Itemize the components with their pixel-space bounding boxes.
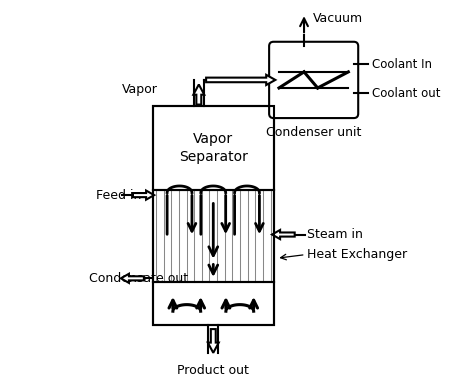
Bar xyxy=(153,107,273,325)
Text: Condensate out: Condensate out xyxy=(89,272,188,285)
FancyArrow shape xyxy=(121,274,144,283)
FancyArrow shape xyxy=(193,84,204,105)
Text: Product out: Product out xyxy=(177,364,249,377)
Text: Feed in: Feed in xyxy=(96,189,142,202)
FancyBboxPatch shape xyxy=(269,42,358,118)
Bar xyxy=(153,107,273,325)
Text: Vacuum: Vacuum xyxy=(313,12,363,25)
Text: Condenser unit: Condenser unit xyxy=(266,126,361,139)
FancyArrow shape xyxy=(133,191,154,200)
Text: Coolant out: Coolant out xyxy=(372,87,440,100)
Text: Vapor
Separator: Vapor Separator xyxy=(179,132,248,164)
Text: Steam in: Steam in xyxy=(308,228,364,241)
FancyArrow shape xyxy=(208,329,219,353)
Text: Coolant In: Coolant In xyxy=(372,58,432,71)
FancyArrow shape xyxy=(206,75,275,85)
Text: Vapor: Vapor xyxy=(122,83,158,97)
Text: Heat Exchanger: Heat Exchanger xyxy=(308,248,408,261)
FancyArrow shape xyxy=(272,230,295,239)
